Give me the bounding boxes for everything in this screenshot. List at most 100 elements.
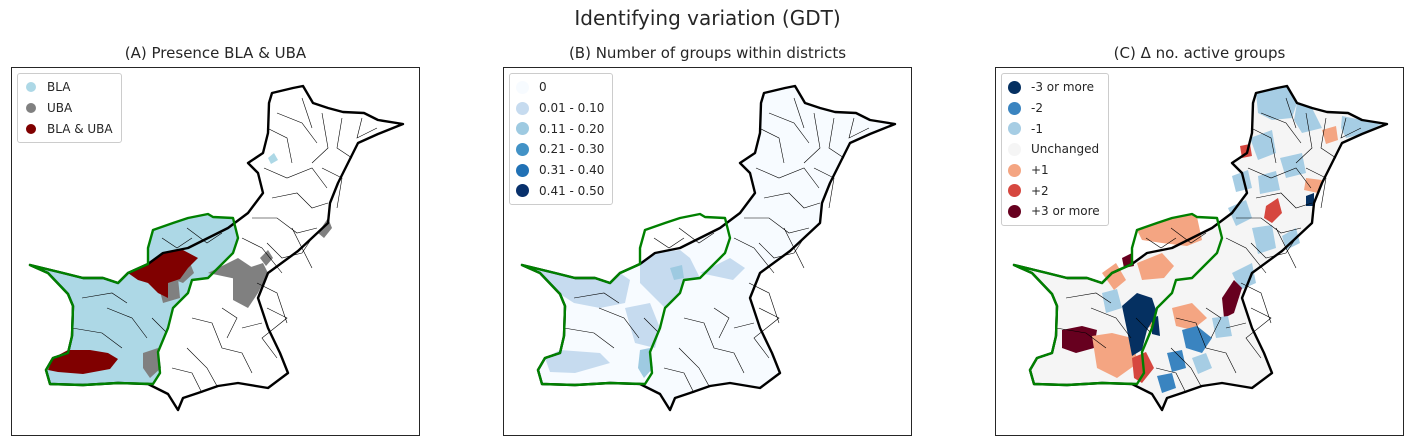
legend-label: UBA [47,101,73,116]
legend-marker [26,123,36,134]
legend-entry: 0.11 - 0.20 [516,118,604,139]
region-gray-7 [260,250,273,266]
region-light-9 [1252,225,1276,254]
legend: -3 or more -2 -1 Unchanged +1 +2 +3 or m… [1001,73,1109,226]
legend-label: -3 or more [1031,80,1094,95]
region-light-4 [545,350,610,373]
legend-entry: Unchanged [1008,139,1100,160]
region-fills [30,153,332,385]
region-light-14 [1212,316,1232,338]
legend-marker [1008,122,1021,136]
country-shape [522,86,895,410]
panel-b-map: 0 0.01 - 0.10 0.11 - 0.20 0.21 - 0.30 0.… [503,67,912,436]
legend-entry: 0.01 - 0.10 [516,98,604,119]
panel-b-title: (B) Number of groups within districts [568,44,847,62]
region-red-2 [1264,198,1282,223]
legend-entry: BLA & UBA [24,118,113,139]
legend-label: -1 [1031,121,1043,136]
region-light-13 [1192,353,1212,374]
region-light-2 [640,250,700,308]
balochistan-outline [28,212,240,387]
legend-marker [26,82,36,93]
legend-marker [1008,204,1021,218]
legend-label: 0.21 - 0.30 [539,142,605,157]
region-fills [522,250,745,378]
legend-label: 0.31 - 0.40 [539,163,605,178]
balochistan-outline [520,212,732,387]
legend-marker [516,122,529,136]
region-peach-ne [1137,214,1202,246]
legend-marker [1008,184,1021,198]
legend-marker [1008,80,1021,94]
legend-label: 0.01 - 0.10 [539,101,605,116]
region-light-1 [522,265,630,308]
region-gray-4 [143,348,161,378]
region-blue-2 [1167,350,1186,372]
legend-marker [1008,163,1021,177]
legend-entry: -2 [1008,98,1100,119]
balochistan-outline [1012,212,1224,387]
legend-label: BLA [47,80,71,95]
legend-entry: -1 [1008,118,1100,139]
legend-marker [1008,142,1021,156]
legend-marker [516,80,529,94]
legend-marker [1008,101,1021,115]
region-mid-2 [670,265,684,280]
legend-entry: 0.41 - 0.50 [516,180,604,201]
region-north-light-3 [1341,116,1382,138]
legend-marker [516,184,529,198]
region-blue-3 [1157,373,1176,393]
legend-entry: 0.21 - 0.30 [516,139,604,160]
legend-entry: BLA [24,77,113,98]
region-light-12 [1102,289,1122,313]
region-peach-se [1172,303,1207,330]
region-light-6 [1232,170,1252,192]
panel-a-map: BLA UBA BLA & UBA [11,67,420,436]
legend-label: 0.11 - 0.20 [539,121,605,136]
legend-entry: +2 [1008,180,1100,201]
legend-entry: +1 [1008,160,1100,181]
legend-label: 0 [539,80,547,95]
map-svg [28,84,405,412]
legend-label: +3 or more [1031,204,1100,219]
legend-marker [516,142,529,156]
region-light-10 [1282,228,1300,250]
country-border [28,84,405,412]
panel-c-map: -3 or more -2 -1 Unchanged +1 +2 +3 or m… [995,67,1404,436]
region-north-light-1 [1256,86,1297,120]
legend-label: -2 [1031,101,1043,116]
region-north-light-2 [1294,103,1322,133]
region-light-8 [1228,200,1252,226]
region-fills [1062,86,1382,393]
legend-entry: +3 or more [1008,201,1100,222]
region-peach-s [1092,333,1138,378]
country-border [520,84,897,412]
legend-label: BLA & UBA [47,121,113,136]
region-peach-w [1102,263,1126,290]
region-maroon-north [128,250,198,298]
legend: 0 0.01 - 0.10 0.11 - 0.20 0.21 - 0.30 0.… [509,73,614,206]
region-maroon-sw [1062,326,1097,353]
legend-marker [516,163,529,177]
legend-label: +1 [1031,163,1049,178]
region-navy-main [1122,293,1157,356]
region-maroon-east [1222,280,1242,318]
legend-label: Unchanged [1031,142,1100,157]
panel-c-title: (C) Δ no. active groups [1113,44,1286,62]
legend-label: 0.41 - 0.50 [539,183,605,198]
legend-marker [26,103,36,114]
region-light-3 [625,303,660,348]
region-light-5 [700,258,745,280]
figure-title: Identifying variation (GDT) [574,6,841,30]
region-lightblue-small [268,153,278,164]
map-svg [1012,84,1389,412]
region-navy-small [1306,193,1314,206]
map-svg [520,84,897,412]
region-peach-c [1137,253,1174,280]
legend-entry: UBA [24,98,113,119]
region-north-peach-1 [1322,126,1338,144]
region-light-11 [1232,263,1256,290]
legend-entry: -3 or more [1008,77,1100,98]
country-border [1012,84,1389,412]
legend-marker [516,101,529,115]
